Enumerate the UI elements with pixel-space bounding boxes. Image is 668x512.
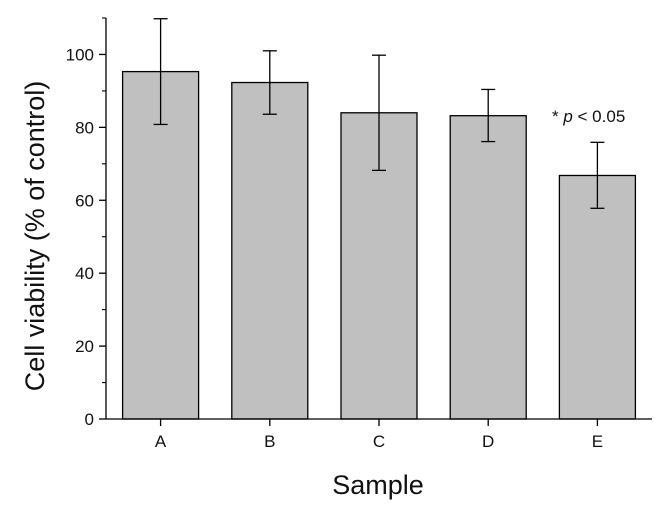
annotation-star: * bbox=[552, 107, 563, 126]
x-tick-label-a: A bbox=[155, 432, 167, 451]
x-tick-labels: A B C D E bbox=[155, 432, 603, 451]
x-tick-label-b: B bbox=[264, 432, 275, 451]
bar-a bbox=[121, 70, 200, 420]
y-tick-label-20: 20 bbox=[75, 337, 94, 356]
x-tick-label-e: E bbox=[592, 432, 603, 451]
y-tick-label-40: 40 bbox=[75, 264, 94, 283]
bar-d bbox=[449, 115, 527, 420]
x-axis-title: Sample bbox=[332, 470, 424, 500]
error-bars-group bbox=[153, 18, 605, 209]
annotation-p: p bbox=[562, 107, 572, 126]
x-tick-label-d: D bbox=[482, 432, 494, 451]
y-axis-title: Cell viability (% of control) bbox=[20, 81, 50, 392]
axes-group bbox=[99, 17, 652, 426]
x-tick-label-c: C bbox=[373, 432, 385, 451]
bar-e bbox=[558, 174, 637, 420]
y-tick-label-100: 100 bbox=[66, 45, 94, 64]
significance-annotation: * p < 0.05 bbox=[552, 107, 625, 126]
annotation-threshold: < 0.05 bbox=[573, 107, 625, 126]
y-tick-label-80: 80 bbox=[75, 118, 94, 137]
y-tick-label-60: 60 bbox=[75, 191, 94, 210]
y-tick-label-0: 0 bbox=[85, 410, 94, 429]
bar-b bbox=[231, 81, 309, 420]
y-tick-labels: 0 20 40 60 80 100 bbox=[66, 45, 94, 429]
